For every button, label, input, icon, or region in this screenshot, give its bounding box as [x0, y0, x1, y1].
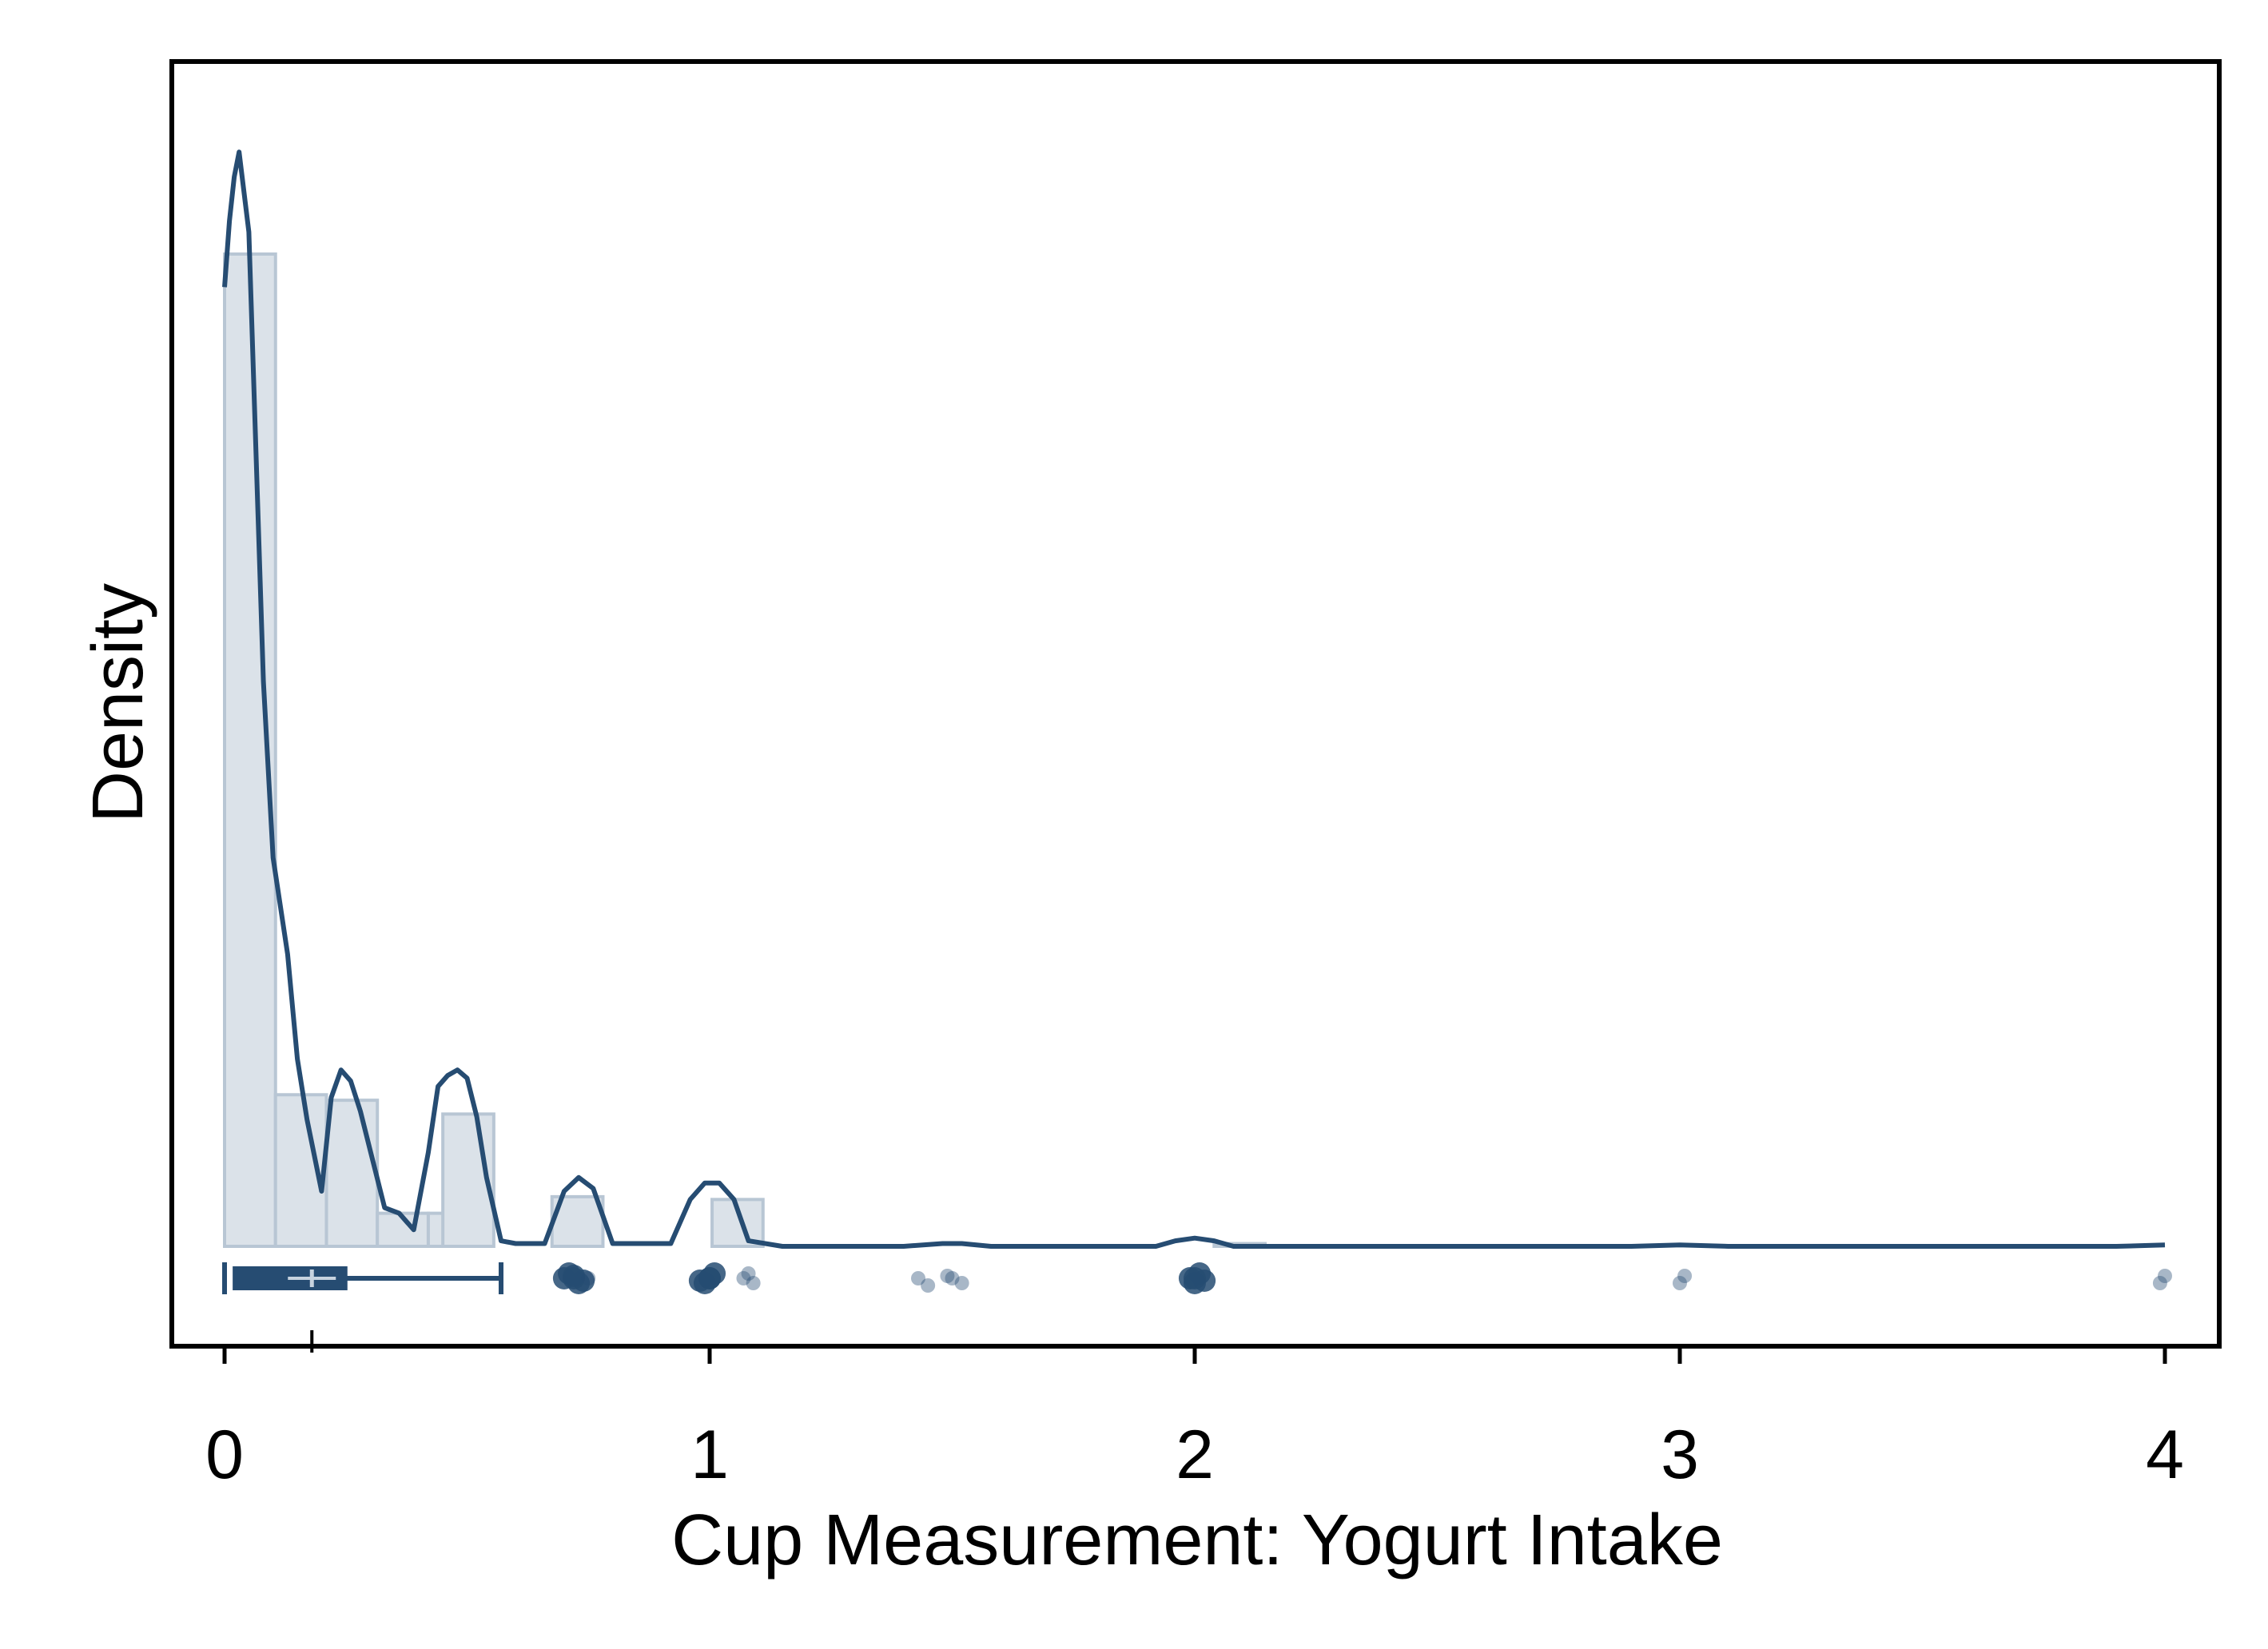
outlier-point [746, 1276, 761, 1290]
outlier-point [954, 1276, 969, 1290]
x-tick-label-1: 1 [690, 1417, 729, 1493]
histogram-bars [223, 252, 1267, 1249]
outlier-point [945, 1271, 960, 1285]
outlier-point [1677, 1269, 1693, 1283]
outlier-point [552, 1267, 575, 1289]
outlier-point [940, 1269, 955, 1283]
histogram-bar-2 [324, 1099, 380, 1249]
outlier-point [736, 1271, 751, 1285]
outlier-point [1673, 1276, 1687, 1290]
outlier-point [2158, 1269, 2172, 1283]
outlier-point [698, 1267, 721, 1289]
boxplot [222, 1262, 503, 1294]
outlier-point [921, 1278, 936, 1293]
density-line [222, 149, 2166, 1249]
outlier-point [1193, 1270, 1216, 1292]
density-curve [222, 149, 2166, 1249]
x-tick-label-2: 2 [1176, 1417, 1214, 1493]
outlier-points [552, 1262, 2172, 1294]
outlier-point [581, 1271, 596, 1285]
x-axis-ticks: 0 1 2 3 4 [205, 1330, 2184, 1493]
outlier-point [741, 1266, 756, 1281]
x-tick-label-0: 0 [205, 1417, 244, 1493]
y-axis-title: Density [78, 583, 158, 823]
x-axis-title: Cup Measurement: Yogurt Intake [671, 1500, 1723, 1580]
outlier-point [2152, 1276, 2167, 1290]
x-tick-label-3: 3 [1661, 1417, 1699, 1493]
outlier-point [911, 1271, 926, 1285]
x-tick-label-4: 4 [2146, 1417, 2184, 1493]
